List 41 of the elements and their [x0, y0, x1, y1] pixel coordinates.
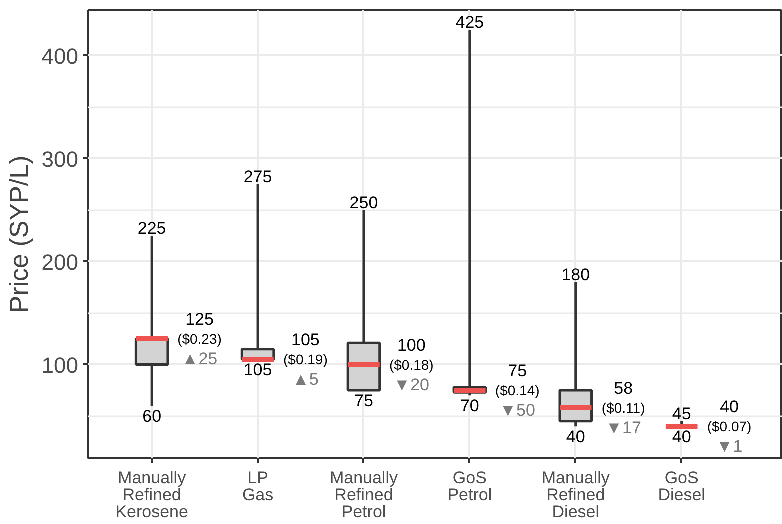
annotation: 125	[186, 310, 214, 330]
annotation: 250	[350, 193, 378, 212]
x-tick-label: LP Gas	[242, 468, 274, 505]
annotation: 75	[508, 362, 528, 381]
annotation: ▲5	[292, 370, 319, 390]
annotation: ($0.18)	[389, 356, 434, 373]
annotation: ($0.14)	[495, 382, 540, 399]
annotation: 75	[354, 392, 374, 411]
annotation: 100	[397, 336, 426, 355]
annotation: ▼50	[500, 401, 536, 420]
x-tick-label: Manually Refined Petrol	[330, 468, 398, 522]
x-tick-label: GoS Petrol	[448, 468, 492, 505]
x-tick-label: GoS Diesel	[658, 468, 706, 505]
annotation: ($0.11)	[602, 400, 646, 416]
annotation: ▼1	[716, 437, 743, 456]
annotation: 180	[562, 265, 590, 284]
annotation: 105	[244, 360, 272, 380]
annotation: 425	[456, 13, 484, 32]
annotation: 40	[720, 398, 739, 417]
y-axis-title: Price (SYP/L)	[4, 156, 34, 314]
annotation: ▲25	[182, 350, 218, 369]
annotation: 60	[142, 406, 162, 426]
annotation: 45	[672, 404, 692, 424]
y-tick-label: 400	[42, 44, 79, 69]
y-tick-label: 100	[42, 352, 79, 378]
annotation: 225	[138, 219, 166, 238]
annotation: 275	[244, 168, 272, 187]
annotation: ($0.19)	[284, 352, 328, 368]
annotation: 105	[292, 330, 320, 350]
annotation: ($0.23)	[178, 331, 222, 348]
annotation: ▼17	[606, 418, 642, 438]
annotation: 70	[460, 396, 480, 416]
y-tick-label: 300	[42, 146, 79, 172]
annotation: 58	[614, 379, 634, 398]
y-tick-label: 200	[42, 250, 79, 275]
annotation: ($0.07)	[707, 418, 752, 435]
annotation: 40	[566, 428, 586, 447]
x-tick-label: Manually Refined Diesel	[542, 468, 610, 522]
annotation: ▼20	[394, 375, 430, 394]
annotation: 40	[672, 428, 692, 447]
x-tick-label: Manually Refined Kerosene	[116, 468, 188, 522]
